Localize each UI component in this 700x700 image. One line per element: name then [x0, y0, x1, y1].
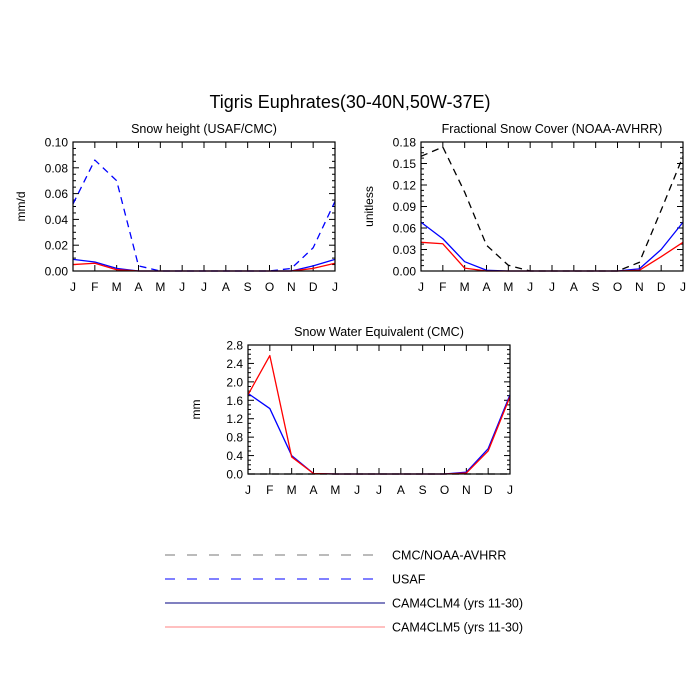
- x-tick-label: A: [570, 280, 578, 294]
- y-axis-label: mm/d: [14, 192, 28, 222]
- x-tick-label: J: [332, 280, 338, 294]
- x-tick-label: J: [179, 280, 185, 294]
- chart-panel-2: Fractional Snow Cover (NOAA-AVHRR) unitle…: [362, 122, 686, 294]
- y-tick-label: 0.08: [45, 161, 69, 175]
- y-tick-label: 0.18: [393, 136, 417, 150]
- x-tick-label: O: [613, 280, 622, 294]
- plot-frame: [420, 141, 684, 272]
- y-tick-label: 0.06: [393, 222, 417, 236]
- x-tick-label: J: [549, 280, 555, 294]
- chart-title: Fractional Snow Cover (NOAA-AVHRR): [442, 122, 663, 136]
- y-axis-label: unitless: [362, 186, 376, 227]
- y-tick-label: 0.06: [45, 187, 69, 201]
- y-tick-label: 0.12: [393, 179, 417, 193]
- x-tick-label: J: [354, 483, 360, 497]
- x-tick-label: D: [657, 280, 666, 294]
- x-tick-label: A: [397, 483, 405, 497]
- legend-label: CMC/NOAA-AVHRR: [392, 549, 506, 563]
- y-tick-label: 1.6: [226, 394, 243, 408]
- x-tick-label: M: [287, 483, 297, 497]
- x-tick-label: N: [287, 280, 296, 294]
- y-tick-label: 0.04: [45, 213, 69, 227]
- legend: CMC/NOAA-AVHRR USAF CAM4CLM4 (yrs 11-30) CA…: [165, 549, 523, 635]
- x-tick-label: D: [484, 483, 493, 497]
- x-tick-label: A: [134, 280, 142, 294]
- x-tick-label: F: [439, 280, 446, 294]
- series-line: [420, 146, 684, 272]
- x-tick-label: F: [266, 483, 273, 497]
- x-tick-label: S: [592, 280, 600, 294]
- plot-frame: [247, 344, 511, 475]
- x-tick-label: J: [70, 280, 76, 294]
- legend-label: USAF: [392, 573, 426, 587]
- y-tick-label: 0.8: [226, 431, 243, 445]
- x-tick-label: S: [419, 483, 427, 497]
- chart-panel-3: Snow Water Equivalent (CMC) mm 0.0 0.4 0.8 1.…: [189, 325, 513, 497]
- y-tick-label: 0.10: [45, 136, 69, 150]
- x-tick-label: N: [635, 280, 644, 294]
- y-axis-label: mm: [189, 400, 203, 420]
- x-tick-label: A: [309, 483, 317, 497]
- x-tick-label: D: [309, 280, 318, 294]
- y-tick-label: 0.09: [393, 200, 417, 214]
- x-tick-label: M: [503, 280, 513, 294]
- legend-label: CAM4CLM4 (yrs 11-30): [392, 597, 523, 611]
- x-tick-label: J: [418, 280, 424, 294]
- x-tick-label: M: [460, 280, 470, 294]
- y-tick-label: 0.15: [393, 157, 417, 171]
- series-line: [247, 354, 511, 475]
- chart-panel-1: Snow height (USAF/CMC) mm/d 0.00 0.02 0.04 0.…: [14, 122, 338, 294]
- chart-title: Snow Water Equivalent (CMC): [294, 325, 464, 339]
- x-tick-label: N: [462, 483, 471, 497]
- x-tick-label: J: [507, 483, 513, 497]
- y-tick-label: 0.00: [393, 265, 417, 279]
- y-tick-label: 2.4: [226, 357, 243, 371]
- series-line: [72, 159, 336, 272]
- y-tick-label: 0.02: [45, 239, 69, 253]
- main-title: Tigris Euphrates(30-40N,50W-37E): [209, 92, 490, 112]
- chart-title: Snow height (USAF/CMC): [131, 122, 277, 136]
- legend-label: CAM4CLM5 (yrs 11-30): [392, 621, 523, 635]
- y-tick-label: 0.00: [45, 265, 69, 279]
- y-tick-label: 2.0: [226, 375, 243, 389]
- x-tick-label: S: [244, 280, 252, 294]
- x-tick-label: M: [330, 483, 340, 497]
- x-tick-label: O: [440, 483, 449, 497]
- y-tick-label: 0.0: [226, 468, 243, 482]
- x-tick-label: J: [527, 280, 533, 294]
- x-tick-label: J: [201, 280, 207, 294]
- x-tick-label: M: [112, 280, 122, 294]
- x-tick-label: J: [245, 483, 251, 497]
- x-tick-label: J: [376, 483, 382, 497]
- plot-frame: [72, 141, 336, 272]
- x-tick-label: A: [482, 280, 490, 294]
- x-tick-label: A: [222, 280, 230, 294]
- y-tick-label: 1.2: [226, 412, 243, 426]
- x-tick-label: F: [91, 280, 98, 294]
- y-tick-label: 2.8: [226, 339, 243, 353]
- x-tick-label: O: [265, 280, 274, 294]
- y-tick-label: 0.4: [226, 449, 243, 463]
- x-tick-label: M: [155, 280, 165, 294]
- x-tick-label: J: [680, 280, 686, 294]
- y-tick-label: 0.03: [393, 243, 417, 257]
